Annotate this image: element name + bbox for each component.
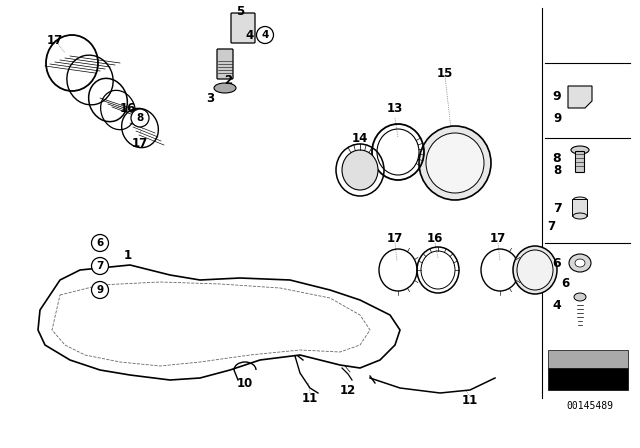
Text: 8: 8 bbox=[553, 151, 561, 164]
FancyBboxPatch shape bbox=[575, 151, 584, 172]
Text: 4: 4 bbox=[261, 30, 269, 40]
Text: 14: 14 bbox=[352, 132, 368, 145]
Ellipse shape bbox=[571, 146, 589, 154]
Text: 4: 4 bbox=[552, 298, 561, 311]
Text: 7: 7 bbox=[547, 220, 555, 233]
Text: 00145489: 00145489 bbox=[566, 401, 614, 411]
Ellipse shape bbox=[426, 133, 484, 193]
Text: 17: 17 bbox=[490, 232, 506, 245]
Ellipse shape bbox=[513, 246, 557, 294]
FancyBboxPatch shape bbox=[217, 49, 233, 79]
Text: 9: 9 bbox=[553, 90, 561, 103]
Text: 7: 7 bbox=[96, 261, 104, 271]
Text: 11: 11 bbox=[462, 393, 478, 406]
Text: 6: 6 bbox=[553, 257, 561, 270]
Text: 17: 17 bbox=[387, 232, 403, 245]
Text: 6: 6 bbox=[561, 276, 569, 289]
Ellipse shape bbox=[573, 213, 587, 219]
FancyBboxPatch shape bbox=[231, 13, 255, 43]
Text: 9: 9 bbox=[553, 112, 561, 125]
Text: 16: 16 bbox=[120, 102, 136, 115]
Text: 17: 17 bbox=[47, 34, 63, 47]
Ellipse shape bbox=[574, 293, 586, 301]
Ellipse shape bbox=[214, 83, 236, 93]
Bar bbox=[548, 350, 628, 368]
Text: 4: 4 bbox=[246, 29, 254, 42]
Circle shape bbox=[92, 281, 109, 298]
FancyBboxPatch shape bbox=[573, 199, 588, 216]
Text: 11: 11 bbox=[302, 392, 318, 405]
Text: 2: 2 bbox=[224, 73, 232, 86]
Text: 1: 1 bbox=[124, 249, 132, 262]
Ellipse shape bbox=[573, 197, 587, 203]
Text: 6: 6 bbox=[97, 238, 104, 248]
Ellipse shape bbox=[419, 126, 491, 200]
Text: 5: 5 bbox=[236, 4, 244, 17]
Text: 8: 8 bbox=[553, 164, 561, 177]
Text: 15: 15 bbox=[437, 66, 453, 79]
Text: 3: 3 bbox=[206, 91, 214, 104]
Text: 17: 17 bbox=[132, 137, 148, 150]
Text: 16: 16 bbox=[427, 232, 443, 245]
Text: 10: 10 bbox=[237, 376, 253, 389]
Circle shape bbox=[257, 26, 273, 43]
Circle shape bbox=[92, 258, 109, 275]
Text: 8: 8 bbox=[136, 113, 143, 123]
Text: 13: 13 bbox=[387, 102, 403, 115]
Ellipse shape bbox=[575, 259, 585, 267]
Text: 7: 7 bbox=[552, 202, 561, 215]
Circle shape bbox=[92, 234, 109, 251]
Ellipse shape bbox=[342, 150, 378, 190]
Ellipse shape bbox=[517, 250, 553, 290]
Text: 9: 9 bbox=[97, 285, 104, 295]
Polygon shape bbox=[568, 86, 592, 108]
Text: 12: 12 bbox=[340, 383, 356, 396]
Circle shape bbox=[131, 109, 149, 127]
Ellipse shape bbox=[569, 254, 591, 272]
Bar bbox=[548, 368, 628, 390]
